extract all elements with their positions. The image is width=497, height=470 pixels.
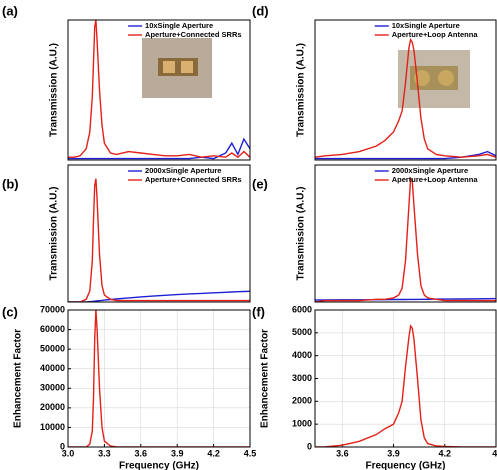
x-tick-label: 3.6 [135, 448, 148, 458]
plot-frame [67, 164, 251, 303]
panel-label: (d) [252, 3, 269, 18]
legend-label: Aperture+Connected SRRs [145, 30, 241, 39]
legend-label: Aperture+Loop Antenna [392, 175, 479, 184]
legend-label: Aperture+Connected SRRs [145, 175, 241, 184]
series-line [315, 297, 496, 301]
plot-frame [67, 309, 251, 448]
legend-label: 2000xSingle Aperture [392, 166, 468, 175]
series-line [315, 176, 496, 302]
x-tick-label: 4.2 [207, 448, 220, 458]
y-tick-label: 3000 [292, 373, 312, 383]
legend-label: 10xSingle Aperture [392, 21, 460, 30]
panel-label: (b) [2, 176, 19, 191]
x-tick-label: 4.2 [439, 448, 452, 458]
x-axis-label: Frequency (GHz) [119, 461, 199, 470]
y-tick-label: 6000 [292, 304, 312, 314]
y-axis-label: Transmission (A.U.) [49, 43, 60, 137]
y-tick-label: 20000 [40, 402, 65, 412]
y-tick-label: 10000 [40, 422, 65, 432]
panel-label: (c) [2, 304, 18, 319]
y-tick-label: 50000 [40, 344, 65, 354]
y-axis-label: Enhancement Factor [13, 329, 24, 428]
series-line [315, 37, 496, 158]
x-tick-label: 3.6 [336, 448, 349, 458]
y-axis-label: Transmission (A.U.) [296, 43, 307, 137]
y-axis-label: Transmission (A.U.) [296, 187, 307, 281]
y-axis-label: Enhancement Factor [260, 329, 271, 428]
series-line [68, 309, 250, 447]
y-tick-label: 1000 [292, 419, 312, 429]
y-tick-label: 4000 [292, 350, 312, 360]
series-line [68, 178, 250, 302]
panel-label: (f) [252, 304, 265, 319]
y-tick-label: 0 [307, 441, 312, 451]
x-tick-label: 4. [492, 448, 497, 458]
series-line [68, 19, 250, 159]
x-axis-label: Frequency (GHz) [365, 461, 445, 470]
panel-label: (e) [252, 176, 268, 191]
panel-label: (a) [2, 3, 18, 18]
plot-frame [314, 164, 497, 303]
y-tick-label: 40000 [40, 363, 65, 373]
plot-frame [314, 19, 497, 161]
x-tick-label: 4.5 [244, 448, 257, 458]
y-tick-label: 30000 [40, 383, 65, 393]
legend-label: Aperture+Loop Antenna [392, 30, 479, 39]
x-tick-label: 3.3 [98, 448, 111, 458]
y-tick-label: 60000 [40, 324, 65, 334]
y-axis-label: Transmission (A.U.) [49, 187, 60, 281]
x-tick-label: 3.0 [62, 448, 75, 458]
inset-photo [398, 50, 470, 108]
y-tick-label: 0 [60, 441, 65, 451]
plot-frame [314, 309, 497, 448]
y-tick-label: 5000 [292, 327, 312, 337]
y-tick-label: 2000 [292, 396, 312, 406]
plot-frame [67, 19, 251, 161]
legend-label: 10xSingle Aperture [145, 21, 213, 30]
series-line [315, 150, 496, 160]
x-tick-label: 3.9 [171, 448, 184, 458]
x-tick-label: 3.9 [387, 448, 400, 458]
legend-label: 2000xSingle Aperture [145, 166, 221, 175]
inset-photo [142, 38, 212, 98]
y-tick-label: 70000 [40, 304, 65, 314]
